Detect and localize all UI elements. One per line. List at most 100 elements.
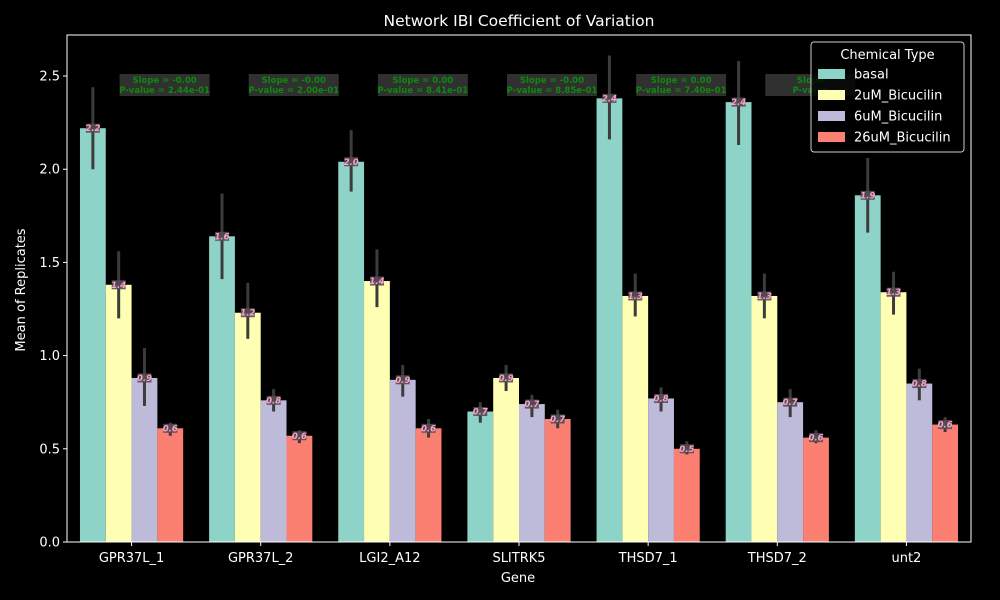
value-label-box (654, 393, 669, 403)
x-tick-label: GPR37L_2 (228, 551, 294, 566)
bar-26uM_Bicucilin-THSD7_1 (673, 448, 700, 542)
value-label: 1.2 (240, 309, 255, 319)
stat-annotation-box (377, 74, 468, 96)
y-tick-label: 2.5 (39, 70, 60, 85)
value-label-box (731, 97, 746, 107)
value-label: 1.9 (860, 191, 875, 201)
bar-basal-GPR37L_2 (209, 236, 235, 542)
bar-basal-THSD7_1 (596, 98, 623, 542)
stat-annotation-box (248, 74, 339, 96)
slope-text: Slope = 0.00 (392, 76, 453, 86)
value-label-box (473, 407, 488, 417)
slope-text: Slope = -0.00 (520, 76, 584, 86)
bar-6uM_Bicucilin-SLITRK5 (519, 404, 545, 542)
value-label-box (111, 280, 126, 290)
value-label: 1.3 (757, 292, 772, 302)
x-tick-label: LGI2_A12 (359, 551, 420, 566)
bar-2uM_Bicucilin-SLITRK5 (493, 377, 519, 542)
bar-2uM_Bicucilin-THSD7_1 (622, 295, 649, 542)
value-label-box (679, 444, 694, 454)
bar-6uM_Bicucilin-LGI2_A12 (389, 379, 416, 542)
value-label-box (137, 373, 152, 383)
value-label: 0.6 (808, 434, 823, 444)
value-label: 0.8 (912, 380, 927, 390)
value-label-box (395, 375, 410, 385)
stat-annotation-box (119, 74, 210, 96)
bar-2uM_Bicucilin-THSD7_2 (751, 295, 778, 542)
bar-26uM_Bicucilin-LGI2_A12 (415, 428, 442, 542)
legend: Chemical Type basal 2uM_Bicucilin 6uM_Bicuc… (810, 41, 965, 153)
axes-frame (66, 34, 972, 543)
value-label: 0.8 (654, 394, 669, 404)
value-label: 2.0 (344, 158, 359, 168)
value-label-box (602, 93, 617, 103)
value-label-box (550, 414, 565, 424)
plot-area: 0.0 0.5 1.0 1.5 2.0 2.5 2.2 1.4 0.9 0.6 1.6 1.2 0.8 0… (39, 34, 972, 566)
stat-annotation: Slope = 0.00P-value = 8.41e-01 (377, 74, 468, 96)
value-label-box (344, 157, 359, 167)
value-label-box (163, 423, 178, 433)
value-label: 1.6 (214, 232, 229, 242)
value-label-box (886, 287, 901, 297)
value-label: 1.4 (111, 281, 126, 291)
bar-6uM_Bicucilin-GPR37L_2 (260, 400, 287, 542)
slope-text: Slope (797, 76, 824, 86)
value-label: 2.4 (731, 98, 746, 108)
legend-label-6uM_Bicucilin: 6uM_Bicucilin (854, 110, 942, 125)
value-label-box (215, 231, 230, 241)
x-tick-label: unt2 (891, 551, 921, 566)
value-label: 0.7 (550, 415, 565, 425)
y-axis-label: Mean of Replicates (14, 228, 29, 351)
legend-title: Chemical Type (840, 48, 934, 63)
value-label: 0.7 (473, 408, 488, 418)
value-label-box (85, 123, 100, 133)
bar-6uM_Bicucilin-THSD7_2 (777, 402, 804, 542)
p-value-text: P-value = 2.00e-01 (248, 86, 339, 96)
bar-2uM_Bicucilin-unt2 (880, 292, 907, 542)
value-label: 0.6 (163, 424, 178, 434)
bar-6uM_Bicucilin-THSD7_1 (648, 398, 674, 542)
y-tick-label: 1.5 (39, 256, 60, 271)
p-value-text: P-value = 8.85e-01 (507, 86, 598, 96)
x-tick-label: THSD7_1 (618, 551, 678, 566)
bar-6uM_Bicucilin-unt2 (906, 383, 933, 542)
bar-26uM_Bicucilin-THSD7_2 (803, 437, 829, 542)
bar-26uM_Bicucilin-unt2 (932, 424, 959, 542)
bar-2uM_Bicucilin-GPR37L_1 (105, 284, 132, 542)
value-label: 0.5 (679, 445, 694, 455)
bar-basal-SLITRK5 (467, 411, 494, 542)
x-axis-label: Gene (501, 571, 535, 586)
value-label-box (938, 420, 953, 430)
bar-2uM_Bicucilin-GPR37L_2 (234, 312, 261, 542)
x-tick-label: SLITRK5 (492, 551, 545, 566)
value-label-box (912, 379, 927, 389)
bar-2uM_Bicucilin-LGI2_A12 (364, 281, 390, 542)
y-tick-label: 0.0 (39, 536, 60, 551)
value-label-box (266, 395, 281, 405)
p-value-text: P-value = 7.40e-01 (636, 86, 727, 96)
value-label-box (808, 433, 823, 443)
stat-annotation: Slope = -0.00P-value = 2.00e-01 (248, 74, 339, 96)
bar-26uM_Bicucilin-SLITRK5 (544, 418, 571, 542)
y-tick-label: 2.0 (39, 163, 60, 178)
stat-annotation-box (507, 74, 597, 96)
value-label: 0.7 (524, 400, 539, 410)
value-label: 0.9 (395, 376, 410, 386)
p-value-text: P-value = 2.44e-01 (119, 86, 210, 96)
stat-annotation: Slope = -0.00P-value = 2.44e-01 (119, 74, 210, 96)
bar-basal-LGI2_A12 (338, 161, 365, 542)
stat-annotation: Slope = -0.00P-value = 8.85e-01 (507, 74, 598, 96)
legend-label-26uM_Bicucilin: 26uM_Bicucilin (854, 131, 951, 146)
legend-label-basal: basal (854, 68, 889, 83)
value-label-box (757, 291, 772, 301)
slope-text: Slope = -0.00 (132, 76, 196, 86)
value-label: 1.3 (886, 288, 901, 298)
bar-basal-unt2 (854, 195, 881, 543)
value-label-box (783, 397, 798, 407)
value-label: 0.6 (421, 424, 436, 434)
bar-26uM_Bicucilin-GPR37L_2 (286, 435, 313, 542)
stat-annotation: Slope = 0.00P-value = 7.40e-01 (636, 74, 727, 96)
value-label: 0.6 (292, 432, 307, 442)
